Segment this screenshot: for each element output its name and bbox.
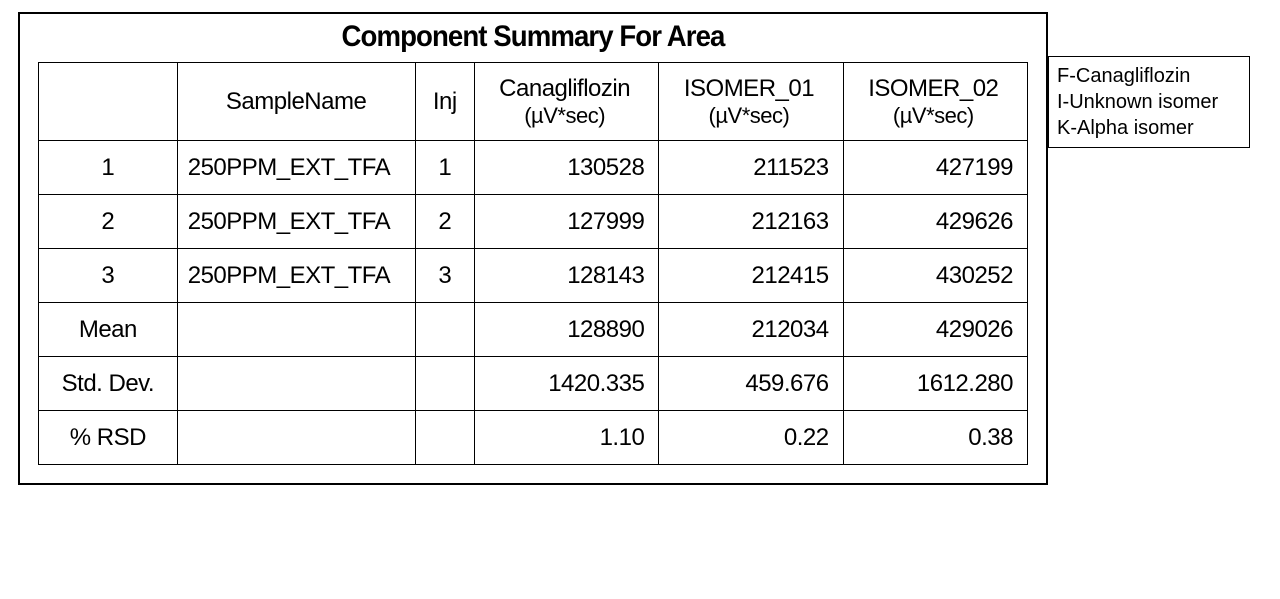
cell-idx: 1: [39, 140, 178, 194]
header-c1-sub: (µV*sec): [485, 103, 644, 128]
cell-c3: 429626: [843, 194, 1027, 248]
cell-c1: 128890: [474, 302, 658, 356]
cell-label: Mean: [39, 302, 178, 356]
cell-empty: [177, 356, 415, 410]
cell-empty: [415, 302, 474, 356]
cell-sample-name: 250PPM_EXT_TFA: [177, 140, 415, 194]
cell-inj: 2: [415, 194, 474, 248]
summary-frame: Component Summary For Area SampleName In…: [18, 12, 1048, 485]
cell-c2: 211523: [659, 140, 843, 194]
header-sample-name: SampleName: [177, 63, 415, 141]
cell-empty: [177, 302, 415, 356]
summary-table: SampleName Inj Canagliflozin (µV*sec) IS…: [38, 62, 1028, 465]
cell-c2: 212163: [659, 194, 843, 248]
cell-label: % RSD: [39, 410, 178, 464]
cell-c2: 459.676: [659, 356, 843, 410]
cell-c1: 1420.335: [474, 356, 658, 410]
header-c2-top: ISOMER_01: [684, 75, 814, 102]
cell-empty: [415, 410, 474, 464]
cell-empty: [415, 356, 474, 410]
table-row: 3 250PPM_EXT_TFA 3 128143 212415 430252: [39, 248, 1028, 302]
cell-c1: 130528: [474, 140, 658, 194]
cell-sample-name: 250PPM_EXT_TFA: [177, 194, 415, 248]
legend-line: F-Canagliflozin: [1057, 63, 1241, 89]
table-title: Component Summary For Area: [78, 20, 989, 54]
header-c1-top: Canagliflozin: [499, 75, 630, 102]
cell-sample-name: 250PPM_EXT_TFA: [177, 248, 415, 302]
legend-box: F-Canagliflozin I-Unknown isomer K-Alpha…: [1048, 56, 1250, 148]
cell-c1: 1.10: [474, 410, 658, 464]
header-isomer-01: ISOMER_01 (µV*sec): [659, 63, 843, 141]
header-c3-top: ISOMER_02: [868, 75, 998, 102]
summary-row-rsd: % RSD 1.10 0.22 0.38: [39, 410, 1028, 464]
legend-line: K-Alpha isomer: [1057, 115, 1241, 141]
cell-c3: 0.38: [843, 410, 1027, 464]
table-row: 2 250PPM_EXT_TFA 2 127999 212163 429626: [39, 194, 1028, 248]
cell-c3: 430252: [843, 248, 1027, 302]
cell-c1: 127999: [474, 194, 658, 248]
header-canagliflozin: Canagliflozin (µV*sec): [474, 63, 658, 141]
cell-label: Std. Dev.: [39, 356, 178, 410]
legend-line: I-Unknown isomer: [1057, 89, 1241, 115]
cell-c1: 128143: [474, 248, 658, 302]
header-index: [39, 63, 178, 141]
cell-c2: 212415: [659, 248, 843, 302]
summary-row-stddev: Std. Dev. 1420.335 459.676 1612.280: [39, 356, 1028, 410]
header-inj: Inj: [415, 63, 474, 141]
table-row: 1 250PPM_EXT_TFA 1 130528 211523 427199: [39, 140, 1028, 194]
cell-idx: 3: [39, 248, 178, 302]
header-isomer-02: ISOMER_02 (µV*sec): [843, 63, 1027, 141]
cell-c3: 429026: [843, 302, 1027, 356]
cell-idx: 2: [39, 194, 178, 248]
cell-c2: 212034: [659, 302, 843, 356]
summary-row-mean: Mean 128890 212034 429026: [39, 302, 1028, 356]
cell-c2: 0.22: [659, 410, 843, 464]
header-c2-sub: (µV*sec): [669, 103, 828, 128]
cell-c3: 1612.280: [843, 356, 1027, 410]
header-row: SampleName Inj Canagliflozin (µV*sec) IS…: [39, 63, 1028, 141]
cell-inj: 3: [415, 248, 474, 302]
header-c3-sub: (µV*sec): [854, 103, 1013, 128]
cell-c3: 427199: [843, 140, 1027, 194]
cell-inj: 1: [415, 140, 474, 194]
cell-empty: [177, 410, 415, 464]
